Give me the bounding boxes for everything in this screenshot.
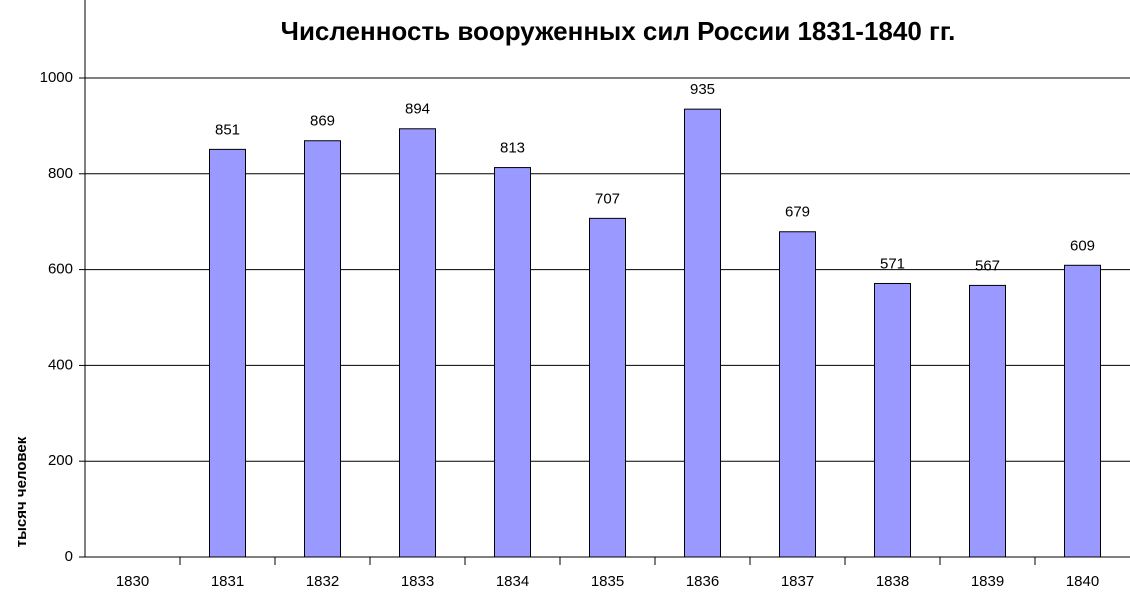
x-tick-label: 1831 (211, 573, 244, 590)
x-tick-label: 1837 (781, 573, 814, 590)
bar (589, 217, 626, 558)
bar (969, 284, 1006, 558)
value-label: 894 (405, 101, 430, 118)
value-label: 679 (785, 204, 810, 221)
bar (1064, 264, 1101, 558)
chart-title: Численность вооруженных сил России 1831-… (281, 16, 956, 46)
value-label: 869 (310, 113, 335, 130)
x-tick-label: 1839 (971, 573, 1004, 590)
y-tick-label: 800 (48, 165, 73, 182)
bar (209, 148, 246, 558)
x-tick-label: 1835 (591, 573, 624, 590)
value-label: 851 (215, 121, 240, 138)
bar (779, 231, 816, 558)
x-tick-label: 1830 (116, 573, 149, 590)
bar (684, 108, 721, 558)
y-tick-label: 1000 (40, 69, 73, 86)
y-tick-label: 400 (48, 356, 73, 373)
value-label: 567 (975, 257, 1000, 274)
y-tick-label: 600 (48, 261, 73, 278)
x-tick-label: 1832 (306, 573, 339, 590)
y-axis-label: тысяч человек (13, 436, 30, 547)
x-tick-label: 1834 (496, 573, 529, 590)
bar (304, 140, 341, 558)
x-tick-label: 1838 (876, 573, 909, 590)
x-tick-label: 1833 (401, 573, 434, 590)
value-label: 571 (880, 255, 905, 272)
bar (399, 128, 436, 558)
y-tick-label: 0 (65, 548, 73, 565)
value-label: 609 (1070, 237, 1095, 254)
x-tick-label: 1840 (1066, 573, 1099, 590)
bar (494, 167, 531, 558)
y-tick-label: 200 (48, 452, 73, 469)
value-label: 813 (500, 140, 525, 157)
x-tick-label: 1836 (686, 573, 719, 590)
value-label: 707 (595, 190, 620, 207)
value-label: 935 (690, 81, 715, 98)
bar (874, 282, 911, 558)
